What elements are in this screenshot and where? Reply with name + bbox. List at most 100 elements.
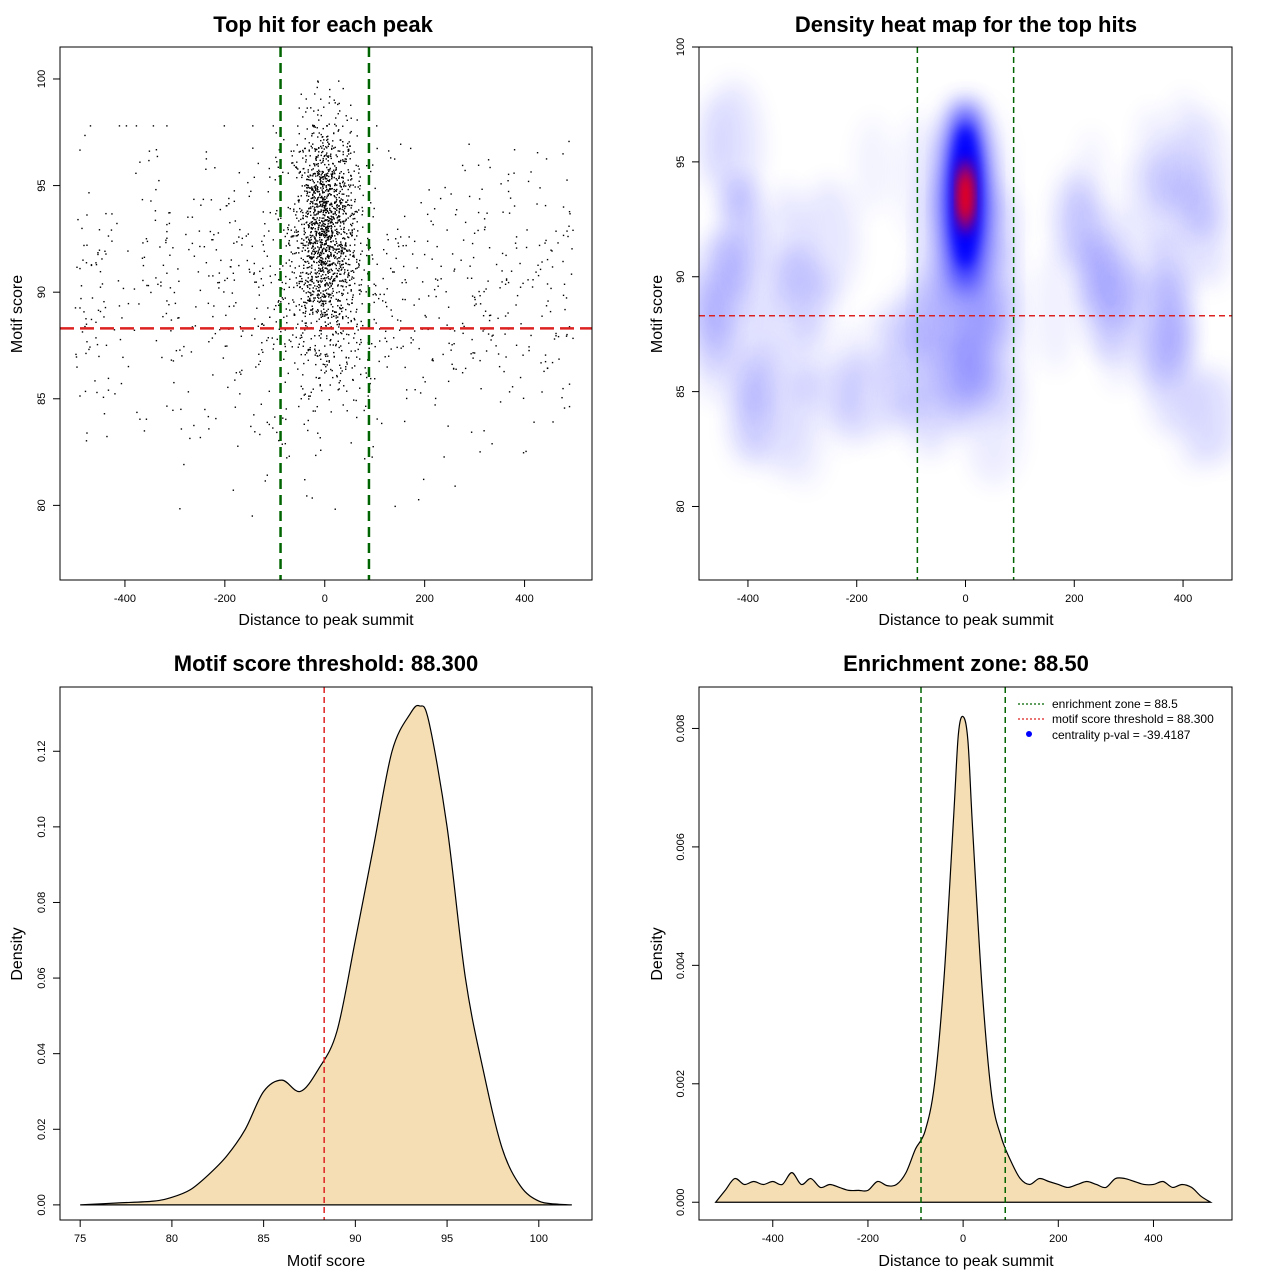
scatter-point: [135, 125, 138, 127]
scatter-point: [327, 184, 329, 186]
scatter-point: [329, 169, 331, 171]
scatter-point: [292, 334, 294, 336]
scatter-point: [261, 240, 263, 243]
scatter-point: [346, 333, 348, 336]
scatter-point: [336, 323, 338, 326]
scatter-point: [339, 260, 341, 263]
scatter-point: [386, 288, 388, 290]
scatter-point: [338, 205, 340, 207]
scatter-point: [138, 303, 140, 305]
scatter-point: [376, 418, 378, 420]
scatter-point: [525, 246, 528, 249]
scatter-point: [311, 253, 313, 255]
scatter-point: [566, 230, 568, 232]
scatter-point: [141, 257, 144, 259]
scatter-point: [328, 360, 330, 362]
scatter-point: [422, 478, 425, 481]
scatter-point: [342, 293, 344, 295]
scatter-point: [360, 290, 362, 293]
scatter-point: [307, 169, 309, 171]
scatter-point: [327, 179, 329, 182]
scatter-point: [544, 354, 547, 356]
scatter-point: [350, 174, 352, 177]
scatter-point: [271, 337, 274, 339]
scatter-point: [379, 293, 381, 296]
scatter-point: [487, 159, 490, 161]
scatter-point: [320, 177, 322, 179]
scatter-point: [342, 263, 344, 265]
scatter-point: [335, 332, 337, 334]
scatter-point: [327, 160, 329, 162]
scatter-point: [322, 142, 324, 144]
scatter-point: [217, 232, 220, 234]
scatter-point: [320, 449, 322, 451]
scatter-point: [319, 159, 321, 162]
scatter-point: [321, 261, 323, 263]
scatter-point: [327, 225, 329, 227]
scatter-point: [351, 235, 353, 237]
scatter-point: [307, 419, 309, 422]
scatter-point: [325, 295, 327, 297]
heatmap-density: [699, 79, 1232, 490]
scatter-point: [385, 252, 388, 255]
scatter-point: [314, 350, 316, 352]
scatter-point: [342, 180, 344, 182]
score-density-xlabel: Motif score: [287, 1253, 365, 1270]
scatter-point: [332, 295, 334, 297]
scatter-point: [326, 136, 328, 138]
scatter-point: [344, 158, 346, 160]
scatter-point: [323, 202, 325, 204]
scatter-point: [317, 81, 319, 83]
scatter-point: [316, 217, 318, 219]
scatter-point: [342, 206, 344, 209]
scatter-point: [304, 172, 306, 174]
scatter-point: [303, 230, 305, 232]
y-tick-label: 90: [675, 271, 687, 283]
scatter-point: [302, 151, 304, 153]
scatter-point: [489, 166, 491, 169]
scatter-point: [314, 335, 316, 337]
scatter-point: [568, 140, 570, 143]
scatter-point: [325, 242, 327, 244]
scatter-point: [348, 153, 350, 155]
scatter-point: [359, 343, 361, 346]
heat-blob: [699, 276, 722, 371]
scatter-point: [333, 190, 335, 193]
scatter-point: [341, 247, 343, 249]
scatter-point: [333, 194, 335, 197]
scatter-point: [359, 289, 361, 291]
scatter-point: [443, 456, 445, 458]
scatter-point: [313, 192, 315, 194]
scatter-point: [358, 209, 360, 211]
scatter-point: [272, 125, 274, 127]
scatter-point: [350, 289, 352, 291]
scatter-point: [464, 169, 466, 172]
enrichment-ylabel: Density: [649, 927, 666, 980]
scatter-point: [336, 194, 338, 196]
scatter-point: [274, 179, 276, 181]
scatter-point: [335, 330, 337, 333]
scatter-point: [331, 176, 333, 178]
scatter-point: [495, 345, 497, 347]
scatter-point: [497, 317, 499, 320]
scatter-point: [453, 330, 456, 332]
scatter-point: [305, 322, 307, 324]
scatter-point: [297, 125, 299, 127]
scatter-point: [464, 367, 467, 370]
scatter-point: [314, 252, 316, 255]
scatter-point: [325, 146, 327, 148]
scatter-point: [343, 173, 345, 175]
scatter-point: [334, 184, 336, 187]
scatter-point: [326, 314, 328, 316]
scatter-point: [313, 173, 315, 175]
scatter-point: [343, 223, 345, 225]
scatter-point: [360, 373, 362, 376]
scatter-point: [351, 367, 353, 369]
x-tick-label: 0: [960, 1233, 966, 1245]
scatter-point: [323, 175, 325, 178]
scatter-point: [289, 244, 291, 247]
scatter-point: [332, 232, 334, 234]
y-tick-label: 0.000: [675, 1188, 687, 1216]
scatter-point: [299, 150, 301, 153]
scatter-reference-lines: [60, 47, 592, 580]
